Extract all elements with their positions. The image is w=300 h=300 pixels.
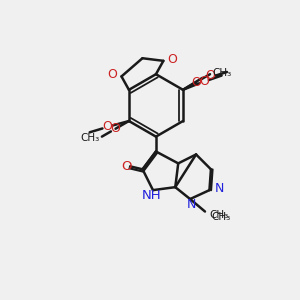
Text: O: O xyxy=(108,68,118,82)
Text: O: O xyxy=(103,121,112,134)
Text: N: N xyxy=(187,198,196,211)
Text: O: O xyxy=(121,160,132,173)
Text: O: O xyxy=(206,69,215,82)
Text: O: O xyxy=(199,75,209,88)
Text: CH₃: CH₃ xyxy=(209,210,229,220)
Text: O: O xyxy=(191,76,201,88)
Text: N: N xyxy=(215,182,224,195)
Text: CH₃: CH₃ xyxy=(212,212,231,222)
Text: NH: NH xyxy=(142,189,161,202)
Text: O: O xyxy=(167,53,177,66)
Text: CH₃: CH₃ xyxy=(80,133,100,143)
Text: O: O xyxy=(111,122,121,135)
Text: CH₃: CH₃ xyxy=(212,68,232,78)
